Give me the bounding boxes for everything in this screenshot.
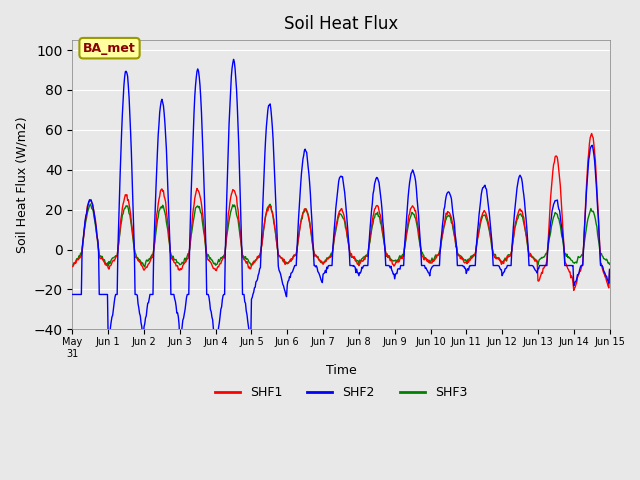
Legend: SHF1, SHF2, SHF3: SHF1, SHF2, SHF3: [210, 381, 472, 404]
Text: BA_met: BA_met: [83, 42, 136, 55]
Y-axis label: Soil Heat Flux (W/m2): Soil Heat Flux (W/m2): [15, 117, 28, 253]
Title: Soil Heat Flux: Soil Heat Flux: [284, 15, 398, 33]
X-axis label: Time: Time: [326, 364, 356, 377]
